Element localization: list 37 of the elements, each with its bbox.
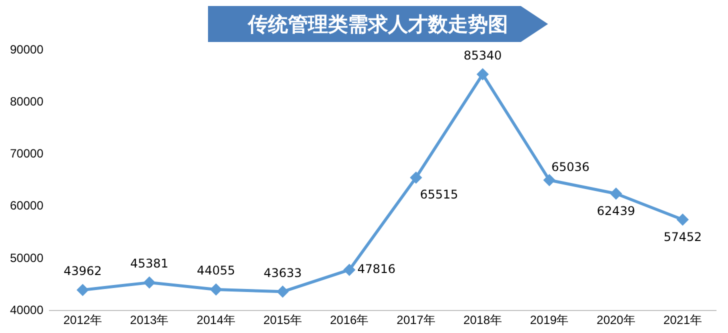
x-tick-label: 2016年 [330,313,369,328]
x-tick-label: 2014年 [196,313,236,328]
y-tick-label: 90000 [10,42,44,56]
data-label: 47816 [357,262,396,276]
y-tick-label: 50000 [10,250,44,265]
y-tick-label: 40000 [10,302,44,317]
x-tick-label: 2020年 [596,313,636,328]
x-tick-label: 2018年 [463,313,502,328]
data-label: 57452 [664,230,702,244]
point [277,286,288,298]
y-tick-label: 80000 [10,94,44,108]
data-label: 45381 [130,256,168,271]
data-label: 85340 [464,48,502,62]
x-tick-label: 2012年 [63,313,102,328]
data-label: 43633 [264,266,302,280]
point [677,214,688,226]
point [210,284,222,295]
point [477,68,488,80]
data-label: 44055 [196,264,236,278]
point [144,277,155,288]
x-tick-label: 2019年 [530,313,569,328]
x-tick-label: 2015年 [263,313,302,328]
point [77,284,88,296]
point [410,172,422,184]
y-tick-label: 60000 [10,198,44,213]
point [610,188,622,200]
data-label: 65515 [420,188,458,202]
point [544,174,555,186]
y-tick-label: 70000 [10,146,44,161]
data-label: 43962 [64,264,102,278]
data-label: 65036 [551,160,590,174]
x-tick-label: 2013年 [130,313,169,328]
x-tick-label: 2017年 [396,313,436,328]
chart-title: 传统管理类需求人才数走势图 [208,6,548,42]
x-tick-label: 2021年 [663,313,702,328]
data-label: 62439 [596,204,636,218]
point [344,264,355,276]
